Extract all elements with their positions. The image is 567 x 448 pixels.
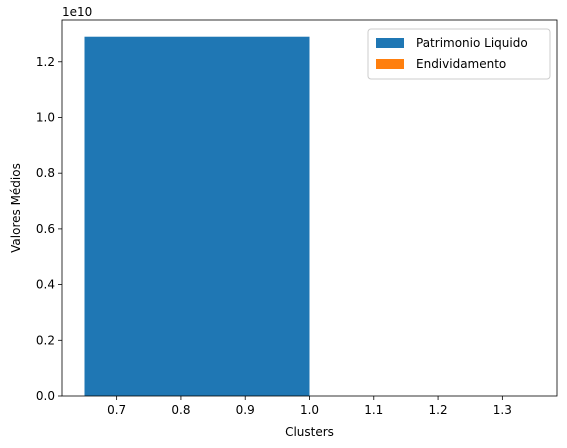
legend-box [367,28,551,80]
legend-swatch [376,38,404,48]
x-tick-label: 0.8 [171,403,190,417]
bars-group [84,36,310,396]
y-tick-label: 0.6 [36,222,55,236]
x-tick-label: 1.2 [429,403,448,417]
y-ticks-group: 0.0 0.2 0.4 0.6 0.8 1.0 1.2 [36,55,62,403]
legend: Patrimonio Liquido Endividamento [367,28,551,80]
bar-patrimonio-liquido [84,36,310,396]
y-offset-text: 1e10 [62,5,92,19]
x-tick-label: 1.1 [364,403,383,417]
x-ticks-group: 0.7 0.8 0.9 1.0 1.1 1.2 1.3 [107,396,512,417]
x-axis-label: Clusters [285,425,334,439]
x-tick-label: 0.7 [107,403,126,417]
y-tick-label: 0.0 [36,389,55,403]
y-tick-label: 1.2 [36,55,55,69]
legend-swatch [376,59,404,69]
y-tick-label: 0.2 [36,333,55,347]
y-tick-label: 0.4 [36,278,55,292]
y-axis-label: Valores Médios [9,163,23,253]
y-tick-label: 1.0 [36,110,55,124]
x-tick-label: 1.3 [493,403,512,417]
legend-label: Endividamento [416,57,506,71]
x-tick-label: 1.0 [300,403,319,417]
plot-frame [61,19,558,397]
x-tick-label: 0.9 [236,403,255,417]
legend-label: Patrimonio Liquido [416,36,528,50]
y-tick-label: 0.8 [36,166,55,180]
